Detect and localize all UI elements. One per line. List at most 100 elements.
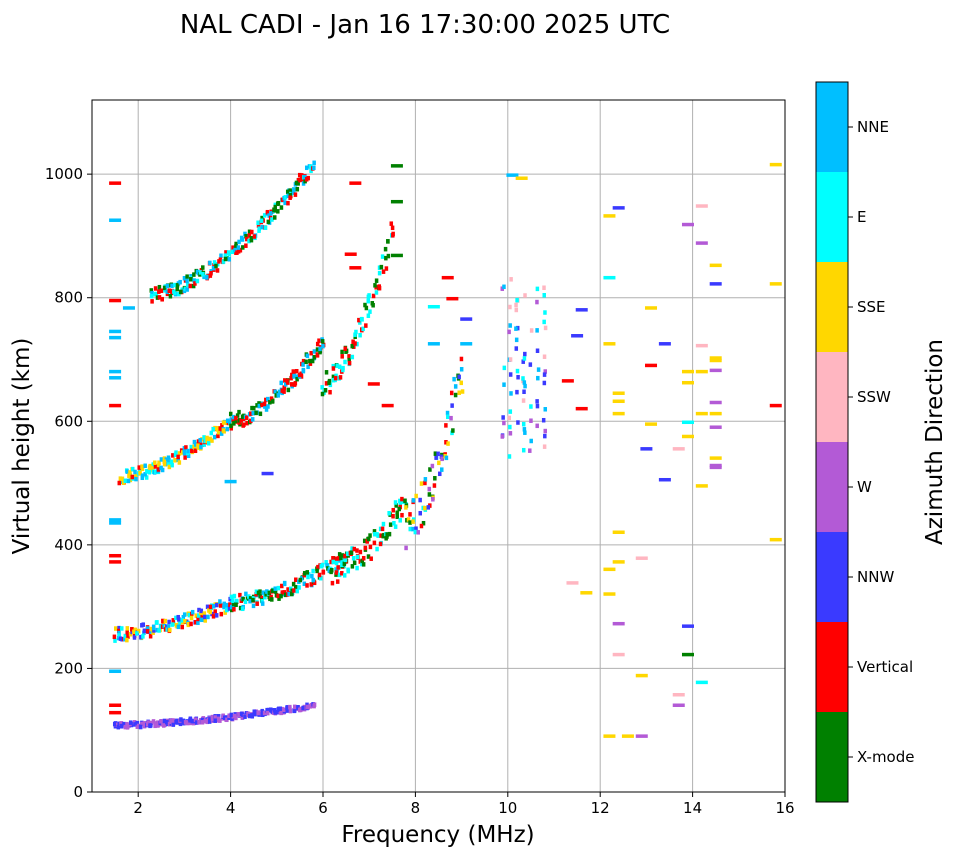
echo-point — [123, 724, 128, 730]
echo-point — [229, 607, 234, 613]
echo-point — [185, 278, 189, 284]
echo-point — [247, 233, 252, 238]
echo-point — [603, 214, 616, 218]
echo-point — [308, 164, 313, 169]
echo-point — [247, 594, 251, 599]
echo-point — [366, 298, 371, 304]
echo-point — [301, 358, 306, 364]
echo-point — [411, 519, 415, 524]
echo-point — [390, 164, 403, 168]
echo-point — [288, 704, 292, 710]
echo-point — [170, 462, 174, 468]
echo-point — [542, 380, 547, 386]
echo-point — [153, 460, 157, 465]
echo-point — [324, 370, 329, 375]
echo-point — [363, 302, 367, 308]
azimuth-colorbar: X-mode Vertical NNW W SSW SSE E NNE — [815, 81, 914, 803]
echo-point — [288, 708, 293, 714]
echo-point — [317, 572, 322, 578]
echo-point — [212, 434, 217, 440]
echo-point — [515, 325, 520, 331]
echo-point — [223, 610, 227, 615]
echo-point — [347, 357, 351, 363]
echo-point — [451, 428, 455, 433]
echo-point — [306, 364, 310, 370]
echo-point — [385, 532, 389, 537]
echo-point — [280, 583, 284, 589]
echo-point — [695, 369, 708, 374]
echo-point — [229, 594, 234, 600]
echo-point — [270, 597, 274, 602]
echo-point — [427, 492, 432, 497]
echo-point — [769, 282, 782, 286]
echo-point — [185, 287, 189, 292]
echo-point — [166, 455, 171, 460]
echo-point — [291, 369, 296, 374]
echo-point — [163, 618, 168, 624]
echo-point — [257, 228, 261, 233]
echo-point — [515, 368, 520, 374]
echo-point — [612, 530, 625, 534]
echo-point — [117, 633, 122, 638]
echo-point — [128, 477, 133, 483]
echo-point — [355, 341, 359, 347]
echo-point — [147, 465, 152, 470]
echo-point — [213, 715, 218, 720]
echo-point — [134, 476, 138, 482]
echo-point — [603, 342, 616, 346]
echo-point — [175, 720, 180, 725]
echo-point — [324, 381, 329, 386]
echo-point — [645, 363, 658, 368]
echo-point — [208, 604, 213, 610]
echo-point — [244, 591, 248, 597]
echo-point — [113, 638, 117, 643]
echo-point — [308, 358, 312, 364]
echo-point — [340, 349, 344, 355]
echo-point — [109, 298, 122, 303]
echo-point — [231, 414, 236, 420]
echo-point — [459, 356, 464, 362]
echo-point — [219, 253, 223, 259]
echo-point — [200, 720, 205, 725]
echo-point — [377, 270, 382, 276]
echo-point — [208, 260, 212, 266]
echo-point — [350, 564, 355, 569]
echo-point — [521, 447, 526, 453]
echo-point — [543, 310, 547, 315]
echo-point — [273, 208, 277, 213]
echo-point — [283, 378, 287, 383]
echo-point — [179, 717, 183, 722]
echo-point — [709, 456, 722, 460]
echo-point — [529, 438, 533, 444]
echo-point — [177, 291, 181, 297]
echo-point — [361, 562, 366, 567]
echo-point — [209, 430, 214, 436]
echo-point — [198, 437, 202, 443]
echo-point — [187, 612, 192, 618]
echo-point — [297, 707, 302, 713]
echo-point — [112, 721, 117, 727]
echo-point — [167, 464, 172, 470]
echo-point — [404, 545, 408, 551]
echo-point — [283, 195, 288, 200]
echo-point — [201, 271, 205, 277]
echo-point — [109, 518, 122, 522]
echo-point — [423, 480, 427, 486]
echo-point — [249, 236, 254, 241]
echo-point — [202, 611, 207, 616]
echo-point — [276, 593, 280, 599]
echo-point — [165, 627, 169, 632]
echo-point — [522, 380, 527, 385]
echo-point — [508, 409, 513, 414]
echo-point — [342, 561, 347, 566]
echo-point — [362, 538, 367, 544]
echo-point — [344, 349, 348, 354]
colorbar-segment — [816, 622, 848, 712]
echo-point — [231, 598, 235, 604]
echo-point — [208, 436, 212, 442]
echo-point — [193, 281, 197, 286]
echo-point — [528, 448, 532, 453]
echo-point — [206, 614, 210, 620]
echo-point — [344, 252, 357, 256]
echo-point — [695, 484, 708, 488]
